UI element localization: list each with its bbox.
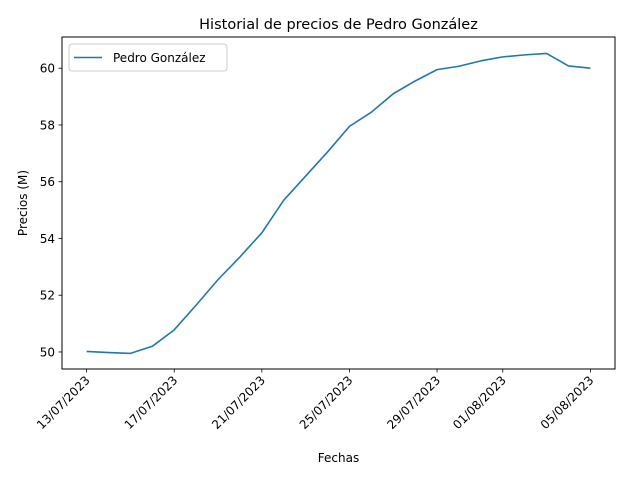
x-tick-label: 29/07/2023	[384, 373, 443, 432]
plot-frame	[61, 36, 616, 370]
x-tick-label: 21/07/2023	[209, 373, 268, 432]
y-tick-label: 54	[40, 232, 55, 246]
y-axis: 50 52 54 56 58 60	[40, 62, 62, 359]
x-tick-label: 17/07/2023	[122, 373, 181, 432]
y-tick-label: 56	[40, 175, 55, 189]
legend: Pedro González	[68, 43, 228, 72]
series-line	[86, 52, 591, 355]
legend-box	[68, 43, 228, 72]
y-axis-label: Precios (M)	[16, 170, 30, 236]
plot-area	[62, 37, 615, 369]
y-tick-label: 50	[40, 345, 55, 359]
x-axis: 13/07/2023 17/07/2023 21/07/2023 25/07/2023…	[34, 369, 597, 432]
chart-title: Historial de precios de Pedro González	[199, 17, 478, 33]
x-tick-label: 25/07/2023	[297, 373, 356, 432]
y-tick-label: 58	[40, 118, 55, 132]
x-tick-label: 05/08/2023	[538, 373, 597, 432]
x-tick-label: 01/08/2023	[450, 373, 509, 432]
x-axis-label: Fechas	[318, 451, 359, 465]
x-tick-label: 13/07/2023	[34, 373, 93, 432]
y-tick-label: 52	[40, 289, 55, 303]
y-tick-label: 60	[40, 62, 55, 76]
series-layer	[86, 52, 591, 355]
legend-entry: Pedro González	[113, 51, 206, 65]
